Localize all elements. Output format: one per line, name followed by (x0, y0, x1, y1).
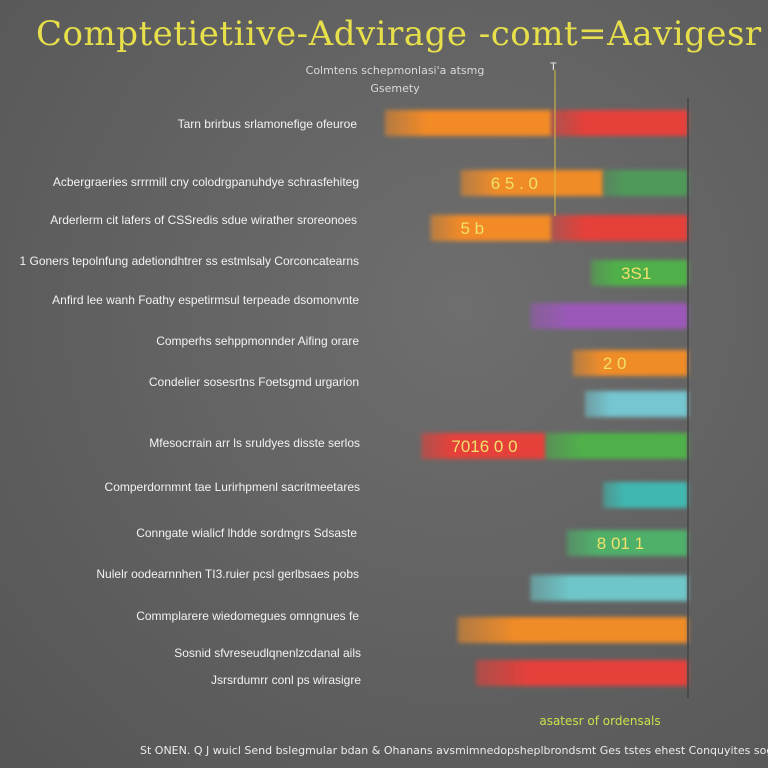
value-labels-group: 6 5 . 0 5 b 3S1 2 0 7016 0 0 8 01 1 (451, 174, 651, 553)
category-label-3: 1 Goners tepolnfung adetiondhtrer ss est… (19, 254, 359, 268)
marker-label: T (550, 61, 557, 73)
value-label-3: 3S1 (621, 264, 651, 283)
bar-segment-4-0 (530, 303, 688, 329)
subtitle-line-2: Gsemety (370, 82, 420, 95)
value-label-7: 7016 0 0 (451, 437, 517, 456)
bars-group (385, 110, 688, 686)
footer-note: asatesr of ordensals (539, 714, 661, 728)
bar-segment-1-1 (603, 170, 688, 196)
value-label-5: 2 0 (603, 354, 627, 373)
bar-segment-3-0 (591, 260, 688, 286)
category-label-11: Nulelr oodearnnhen TI3.ruier pcsl gerlbs… (96, 567, 359, 581)
bar-segment-9-0 (566, 530, 688, 556)
bar-segment-11-0 (457, 617, 688, 643)
chart-title: Comptetietiive-Advirage -comt=Aavigesr (36, 14, 762, 54)
bar-segment-12-0 (475, 660, 688, 686)
category-label-0: Tarn brirbus srlamonefige ofeuroe (178, 117, 358, 131)
value-label-2: 5 b (460, 219, 484, 238)
bar-segment-7-1 (545, 433, 688, 459)
bar-segment-2-1 (551, 215, 688, 241)
category-label-10: Conngate wialicf lhdde sordmgrs Sdsaste (136, 526, 357, 540)
category-label-9: Comperdornmnt tae Lurirhpmenl sacritmeet… (105, 480, 360, 494)
category-label-4: Anfird lee wanh Foathy espetirmsul terpe… (52, 293, 359, 307)
category-label-13: Sosnid sfvreseudlqnenlzcdanal ails (174, 646, 361, 660)
bar-segment-5-0 (572, 350, 688, 376)
bar-segment-7-0 (421, 433, 546, 459)
bar-segment-1-0 (460, 170, 604, 196)
bar-segment-0-0 (385, 110, 552, 136)
category-labels-group: Tarn brirbus srlamonefige ofeuroe Acbergr… (19, 117, 361, 687)
bar-segment-0-1 (551, 110, 688, 136)
bar-segment-2-0 (430, 215, 552, 241)
chart-subtitle: Colmtens schepmonlasi'a atsmg Gsemety (280, 62, 510, 98)
subtitle-line-1: Colmtens schepmonlasi'a atsmg (305, 64, 485, 77)
category-label-8: Mfesocrrain arr ls sruldyes disste serlo… (149, 436, 360, 450)
category-label-6: Condelier sosesrtns Foetsgmd urgarion (149, 375, 359, 389)
category-label-2: Arderlerm cit lafers of CSSredis sdue wi… (50, 213, 357, 227)
category-label-5: Comperhs sehppmonnder Aifing orare (156, 334, 359, 348)
value-label-9: 8 01 1 (597, 534, 644, 553)
bottom-caption: St ONEN. Q J wuicl Send bslegmular bdan … (140, 744, 768, 757)
category-label-14: Jsrsrdumrr conl ps wirasigre (211, 673, 361, 687)
bar-segment-10-0 (530, 575, 688, 601)
bar-segment-6-0 (584, 391, 688, 417)
bar-segment-8-0 (603, 482, 688, 508)
category-label-12: Commplarere wiedomegues omngnues fe (136, 609, 359, 623)
category-label-1: Acbergraeries srrrmill cny colodrgpanuhd… (53, 175, 359, 189)
value-label-1: 6 5 . 0 (491, 174, 538, 193)
